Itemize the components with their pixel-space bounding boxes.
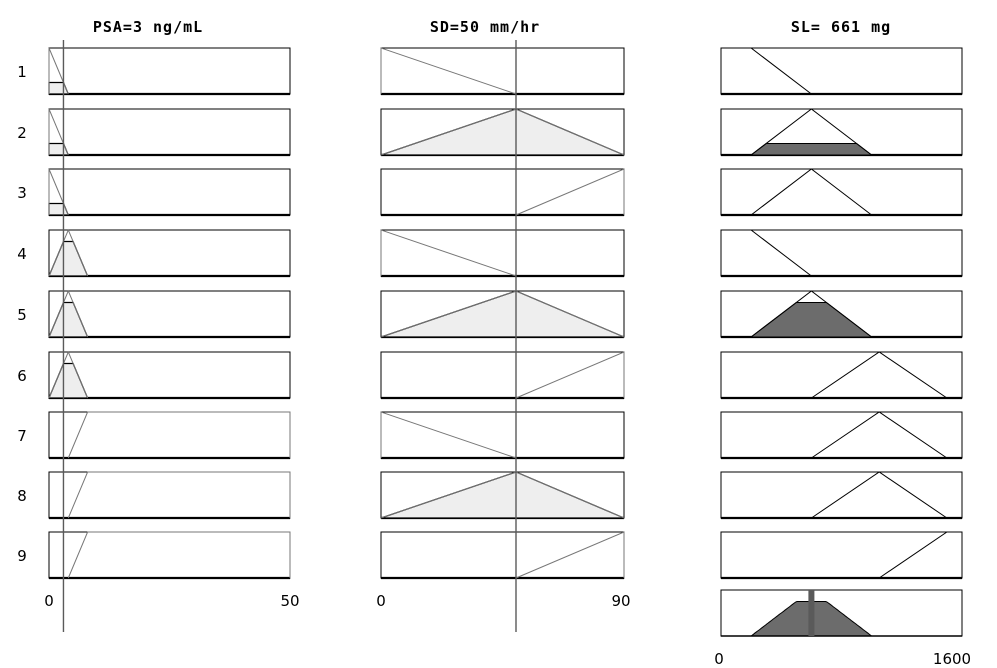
psa-membership-curve (48, 350, 89, 399)
psa-panel-rule-7 (48, 411, 291, 460)
sl-membership-curve (720, 229, 812, 277)
sd-panel-frame (380, 168, 625, 216)
sd-panel-rule-8 (380, 471, 625, 520)
rule-number: 4 (17, 245, 27, 263)
rule-number: 2 (17, 124, 27, 142)
sl-implication-area (749, 143, 874, 156)
rule-number: 7 (17, 427, 27, 445)
psa-panel-rule-5 (48, 289, 291, 339)
psa-panel-rule-3 (48, 168, 291, 217)
psa-panel-frame (48, 531, 291, 579)
sd-panel-frame (380, 229, 625, 277)
psa-membership-curve (48, 108, 69, 156)
sd-panel-rule-5 (380, 290, 625, 339)
psa-membership-curve (67, 471, 291, 519)
sd-panel-frame (380, 351, 625, 399)
sl-panel-frame (720, 471, 963, 519)
sl-axis-max: 1600 (933, 650, 971, 668)
sd-membership-curve (515, 168, 625, 216)
sd-panel-rule-6 (380, 351, 625, 400)
psa-axis-min: 0 (44, 592, 54, 610)
psa-panel-frame (48, 168, 291, 216)
psa-membership-curve (48, 47, 69, 95)
psa-title: PSA=3 ng/mL (93, 18, 203, 36)
rule-number: 9 (17, 547, 27, 565)
psa-panel-rule-6 (48, 350, 291, 400)
sl-panel-frame (720, 229, 963, 277)
rule-number: 5 (17, 306, 27, 324)
sd-axis-min: 0 (376, 592, 386, 610)
sd-panel-rule-2 (380, 108, 625, 157)
sl-panel-frame (720, 531, 963, 579)
sd-axis-max: 90 (611, 592, 630, 610)
psa-panel-frame (48, 229, 291, 277)
defuzzified-output-marker (808, 590, 815, 636)
sd-membership-curve (515, 531, 625, 579)
psa-panel-frame (48, 108, 291, 156)
sd-panel-frame (380, 47, 625, 95)
psa-panel-frame (48, 411, 291, 459)
sd-membership-curve (380, 411, 517, 459)
psa-membership-curve (67, 531, 291, 579)
rule-number: 3 (17, 184, 27, 202)
rule-number: 1 (17, 63, 27, 81)
sl-title: SL= 661 mg (791, 18, 891, 36)
psa-panel-frame (48, 471, 291, 519)
sl-panel-rule-9 (720, 531, 963, 580)
sl-column (720, 47, 963, 580)
sd-panel-rule-3 (380, 168, 625, 217)
sd-title: SD=50 mm/hr (430, 18, 540, 36)
sl-panel-rule-2 (720, 108, 963, 157)
psa-axis-max: 50 (280, 592, 299, 610)
psa-panel-frame (48, 351, 291, 399)
sd-panel-frame (380, 411, 625, 459)
sl-axis-min: 0 (714, 650, 724, 668)
psa-panel-frame (48, 47, 291, 95)
psa-panel-rule-1 (48, 47, 291, 96)
sl-membership-curve (750, 168, 872, 216)
sl-membership-curve (750, 108, 872, 156)
sl-panel-frame (720, 47, 963, 95)
psa-membership-curve (48, 168, 69, 216)
sd-membership-curve (380, 229, 517, 277)
sl-panel-rule-7 (720, 411, 963, 460)
sl-panel-rule-1 (720, 47, 963, 96)
psa-panel-rule-2 (48, 108, 291, 157)
psa-membership-curve (48, 228, 89, 277)
psa-column (48, 47, 291, 580)
sl-panel-frame (720, 411, 963, 459)
rule-number: 8 (17, 487, 27, 505)
psa-membership-curve (67, 411, 291, 459)
sd-panel-frame (380, 531, 625, 579)
sl-membership-curve (811, 471, 948, 519)
sd-column (380, 47, 625, 580)
sl-membership-curve (720, 47, 812, 95)
sl-panel-frame (720, 351, 963, 399)
sl-membership-curve (811, 351, 948, 399)
sl-membership-curve (811, 411, 948, 459)
sl-panel-rule-8 (720, 471, 963, 520)
psa-membership-curve (48, 289, 89, 338)
psa-panel-rule-8 (48, 471, 291, 520)
aggregated-output-column (720, 589, 963, 637)
sd-membership-curve (380, 47, 517, 95)
psa-panel-rule-9 (48, 531, 291, 580)
sd-panel-rule-7 (380, 411, 625, 460)
sd-panel-rule-9 (380, 531, 625, 580)
sl-membership-curve (878, 531, 963, 579)
sd-membership-curve (515, 351, 625, 399)
sd-panel-rule-4 (380, 229, 625, 278)
psa-panel-rule-4 (48, 228, 291, 278)
rule-number: 6 (17, 367, 27, 385)
psa-panel-frame (48, 290, 291, 338)
sl-membership-curve (750, 290, 872, 338)
sl-panel-rule-5 (720, 290, 963, 339)
sl-panel-rule-4 (720, 229, 963, 278)
sd-panel-rule-1 (380, 47, 625, 96)
sl-panel-rule-6 (720, 351, 963, 400)
sl-panel-rule-3 (720, 168, 963, 217)
